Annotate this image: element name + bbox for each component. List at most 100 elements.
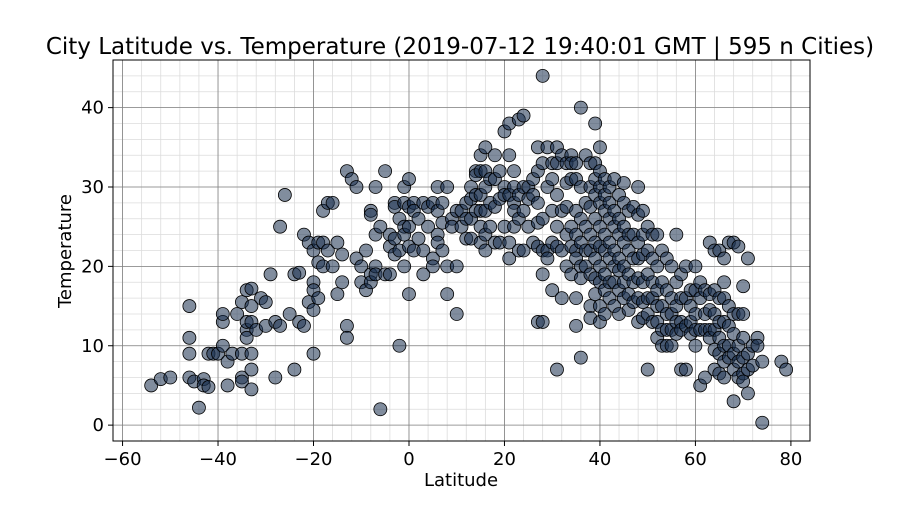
y-axis-ticks: 0 10 20 30 40 bbox=[81, 98, 113, 436]
data-point bbox=[535, 68, 550, 83]
x-tick-label: −40 bbox=[199, 449, 237, 470]
data-point bbox=[545, 172, 560, 186]
data-point bbox=[688, 259, 703, 274]
data-point bbox=[163, 370, 178, 385]
data-point bbox=[416, 243, 431, 258]
data-point bbox=[650, 259, 665, 274]
data-point bbox=[502, 148, 517, 163]
y-tick-label: 20 bbox=[81, 256, 104, 277]
data-point bbox=[335, 275, 350, 290]
data-point bbox=[736, 307, 751, 321]
x-tick-label: 20 bbox=[493, 449, 516, 470]
x-axis-label: Latitude bbox=[424, 470, 498, 491]
data-point bbox=[215, 307, 230, 321]
data-point bbox=[230, 307, 245, 321]
data-point bbox=[435, 243, 450, 258]
data-point bbox=[239, 330, 254, 345]
data-point bbox=[373, 402, 388, 417]
data-point bbox=[306, 346, 321, 361]
data-point bbox=[664, 259, 679, 274]
data-point bbox=[535, 267, 550, 282]
data-point bbox=[540, 251, 555, 266]
data-point bbox=[650, 227, 665, 242]
data-point bbox=[478, 243, 493, 258]
data-point bbox=[717, 370, 731, 385]
data-point bbox=[478, 140, 493, 155]
data-point bbox=[311, 291, 326, 306]
data-point bbox=[263, 267, 278, 282]
data-point bbox=[402, 287, 416, 302]
data-point bbox=[244, 362, 259, 377]
data-point bbox=[368, 180, 383, 194]
data-point bbox=[397, 259, 412, 274]
data-point bbox=[588, 116, 603, 131]
data-point bbox=[402, 172, 416, 186]
data-point bbox=[268, 370, 283, 385]
data-point bbox=[363, 207, 378, 222]
data-point bbox=[258, 295, 273, 309]
data-point bbox=[741, 386, 755, 401]
data-point bbox=[573, 100, 588, 115]
data-point bbox=[349, 180, 364, 194]
data-point bbox=[726, 394, 741, 409]
data-point bbox=[244, 346, 259, 361]
data-point bbox=[340, 319, 354, 333]
data-point bbox=[411, 211, 426, 226]
x-axis-ticks: −60 −40 −20 0 20 40 60 80 bbox=[104, 441, 802, 470]
data-point bbox=[425, 259, 440, 274]
data-point bbox=[320, 243, 335, 258]
data-point bbox=[411, 231, 426, 246]
y-axis-label: Temperature bbox=[55, 194, 76, 309]
x-tick-label: 80 bbox=[779, 449, 802, 470]
data-points bbox=[144, 68, 794, 430]
data-point bbox=[516, 108, 531, 123]
data-point bbox=[287, 362, 302, 377]
x-tick-label: 40 bbox=[588, 449, 611, 470]
data-point bbox=[359, 243, 373, 258]
x-tick-label: 60 bbox=[684, 449, 707, 470]
data-point bbox=[569, 291, 583, 306]
data-point bbox=[631, 180, 646, 194]
data-point bbox=[297, 319, 311, 333]
data-point bbox=[502, 251, 517, 266]
data-point bbox=[507, 164, 521, 179]
data-point bbox=[325, 195, 340, 210]
data-point bbox=[669, 227, 684, 242]
data-point bbox=[192, 400, 206, 415]
data-point bbox=[325, 259, 340, 274]
data-point bbox=[755, 354, 770, 369]
data-point bbox=[306, 303, 321, 317]
data-point bbox=[550, 219, 564, 234]
data-point bbox=[244, 299, 259, 313]
data-point bbox=[440, 287, 455, 302]
data-point bbox=[340, 330, 354, 345]
x-tick-label: −20 bbox=[295, 449, 333, 470]
data-point bbox=[636, 203, 650, 218]
data-point bbox=[220, 378, 235, 393]
data-point bbox=[717, 275, 731, 290]
data-point bbox=[182, 330, 197, 345]
data-point bbox=[392, 338, 407, 353]
data-point bbox=[779, 362, 794, 377]
data-point bbox=[449, 259, 464, 274]
data-point bbox=[182, 299, 197, 313]
data-point bbox=[402, 219, 416, 234]
data-point bbox=[755, 415, 770, 430]
data-point bbox=[688, 338, 703, 353]
plot-frame bbox=[112, 59, 811, 442]
y-tick-label: 0 bbox=[93, 415, 104, 436]
data-point bbox=[378, 164, 393, 179]
data-point bbox=[373, 219, 388, 234]
data-point bbox=[483, 219, 498, 234]
y-tick-label: 10 bbox=[81, 336, 104, 357]
data-point bbox=[330, 235, 345, 250]
chart-title: City Latitude vs. Temperature (2019-07-1… bbox=[46, 34, 874, 60]
data-point bbox=[741, 251, 755, 266]
data-point bbox=[335, 247, 350, 262]
data-point bbox=[678, 362, 693, 377]
data-point bbox=[416, 267, 431, 282]
x-tick-label: −60 bbox=[104, 449, 142, 470]
data-point bbox=[550, 362, 564, 377]
data-point bbox=[550, 188, 564, 202]
